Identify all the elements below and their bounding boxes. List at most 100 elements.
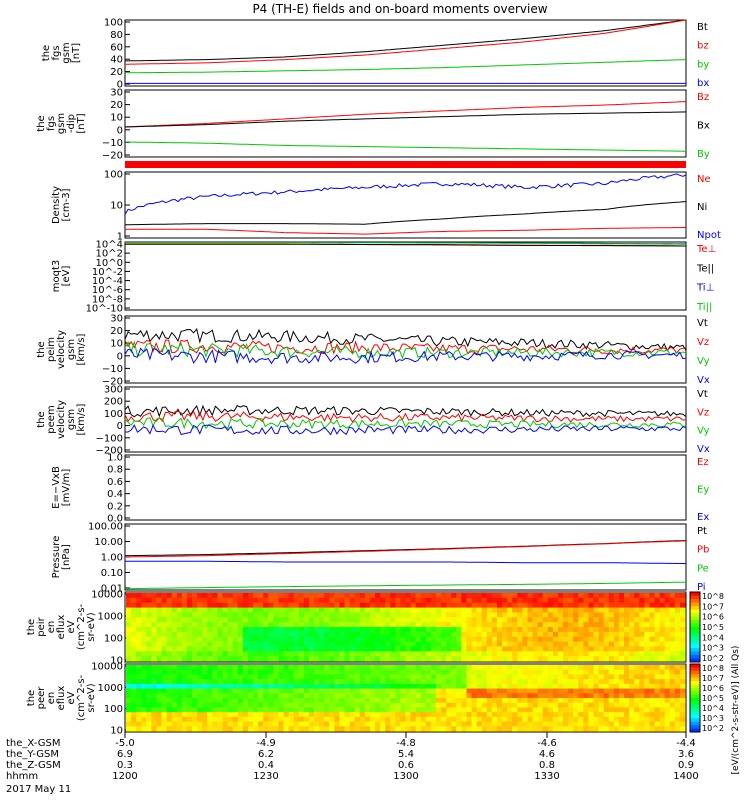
spectrogram-cell [207,698,213,704]
spectrogram-cell [212,726,219,732]
spectrogram-cell [369,679,376,685]
spectrogram-cell [649,688,656,694]
spectrogram-cell [237,674,244,680]
spectrogram-cell [395,665,402,671]
spectrogram-cell [273,716,280,723]
spectrogram-cell [410,726,417,732]
y-axis-label: peer [36,686,47,710]
spectrogram-cell [329,683,335,690]
spectrogram-cell [126,641,132,648]
spectrogram-cell [212,674,219,680]
spectrogram-cell [176,612,183,618]
spectrogram-cell [207,721,213,727]
spectrogram-cell [314,612,320,618]
spectrogram-cell [308,656,315,662]
spectrogram-cell [624,631,630,638]
spectrogram-cell [176,627,183,633]
spectrogram-cell [425,627,432,633]
spectrogram-cell [400,597,407,604]
spectrogram-cell [136,693,142,699]
spectrogram-cell [136,707,142,713]
spectrogram-cell [197,674,203,680]
spectrogram-cell [319,617,325,623]
spectrogram-cell [603,665,610,671]
spectrogram-cell [273,656,280,662]
spectrogram-cell [588,612,595,618]
spectrogram-cell [212,612,219,618]
spectrogram-cell [547,721,554,727]
spectrogram-cell [364,627,371,633]
spectrogram-cell [324,602,330,609]
spectrogram-cell [552,617,559,623]
spectrogram-cell [232,707,239,713]
spectrogram-cell [415,622,422,628]
spectrogram-cell [166,683,173,690]
y-tick-label: 10 [110,113,123,124]
spectrogram-cell [491,712,498,718]
spectrogram-cell [512,617,518,623]
spectrogram-cell [197,679,203,685]
colorbar-swatch [690,725,700,730]
spectrogram-cell [476,617,483,623]
spectrogram-cell [568,674,574,680]
spectrogram-cell [476,641,483,648]
spectrogram-cell [430,679,437,685]
spectrogram-cell [527,674,534,680]
spectrogram-cell [552,693,559,699]
spectrogram-cell [466,688,473,694]
spectrogram-cell [588,707,595,713]
spectrogram-cell [303,693,310,699]
spectrogram-cell [456,627,462,633]
spectrogram-cell [359,707,366,713]
spectrogram-cell [583,726,590,732]
spectrogram-cell [674,631,681,638]
spectrogram-cell [430,622,437,628]
spectrogram-cell [598,656,605,662]
series-line-Ti|| [125,242,686,245]
spectrogram-cell [654,651,661,657]
spectrogram-cell [293,607,300,614]
spectrogram-cell [268,597,274,604]
spectrogram-cell [629,641,635,648]
spectrogram-cell [369,602,376,609]
spectrogram-cell [359,721,366,727]
spectrogram-cell [512,698,518,704]
spectrogram-cell [654,627,661,633]
spectrogram-cell [126,674,132,680]
spectrogram-cell [446,716,452,723]
footer-row-label: the_X-GSM [6,738,60,749]
spectrogram-cell [390,646,396,652]
spectrogram-cell [237,617,244,623]
spectrogram-cell [359,679,366,685]
footer-value: 1400 [673,771,698,782]
spectrogram-cell [273,627,280,633]
spectrogram-cell [349,602,356,609]
spectrogram-cell [476,612,483,618]
spectrogram-cell [283,669,290,676]
spectrogram-cell [354,617,361,623]
spectrogram-cell [613,617,620,623]
spectrogram-cell [375,602,381,609]
spectrogram-cell [298,641,305,648]
spectrogram-cell [507,646,513,652]
spectrogram-cell [593,646,600,652]
spectrogram-cell [486,602,493,609]
y-tick-label: −100 [96,433,123,444]
spectrogram-cell [517,627,523,633]
spectrogram-cell [207,607,213,614]
spectrogram-cell [283,617,290,623]
spectrogram-cell [400,693,407,699]
spectrogram-cell [156,651,163,657]
spectrogram-cell [573,612,579,618]
spectrogram-cell [400,602,407,609]
spectrogram-cell [507,665,513,671]
spectrogram-cell [588,602,595,609]
spectrogram-cell [461,683,468,690]
spectrogram-cell [557,646,564,652]
footer-row-label: the_Z-GSM [6,760,61,771]
spectrogram-cell [141,683,147,690]
spectrogram-cell [202,617,208,623]
spectrogram-cell [207,597,213,604]
spectrogram-cell [242,593,249,599]
spectrogram-cell [441,669,447,676]
